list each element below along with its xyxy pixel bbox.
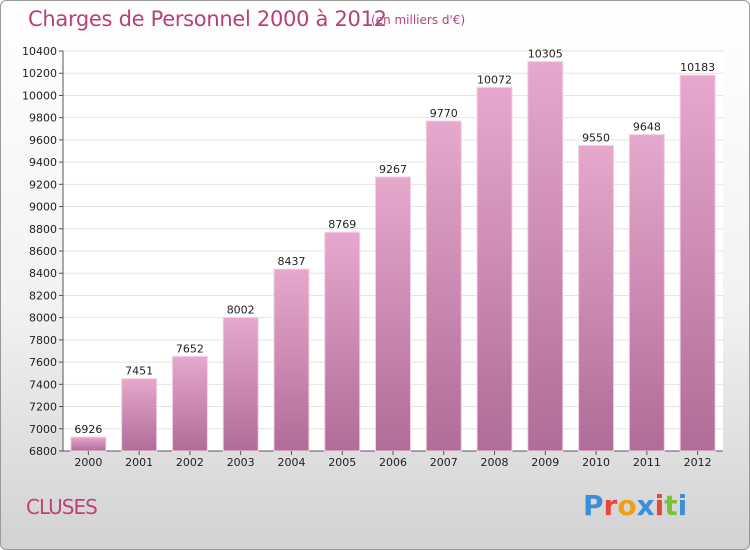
y-tick-label: 7600 [29,356,57,369]
bar [375,176,411,452]
bar [476,86,513,452]
bar [121,378,158,452]
chart-title: Charges de Personnel 2000 à 2012 [28,7,387,31]
logo-letter: P [583,489,604,522]
x-tick-label: 2004 [277,456,305,469]
x-tick-label: 2003 [227,456,255,469]
x-tick-label: 2011 [633,456,661,469]
y-tick-label: 9600 [29,134,57,147]
y-tick-label: 9400 [29,156,57,169]
bar [222,316,259,452]
x-tick-label: 2010 [582,456,610,469]
y-tick-label: 6800 [29,445,57,458]
bar-value-label: 8769 [328,218,356,231]
logo-letter: i [677,489,688,522]
y-tick-label: 7800 [29,334,57,347]
y-tick-label: 9800 [29,112,57,125]
bar-value-label: 10183 [680,61,715,74]
y-tick-label: 7400 [29,378,57,391]
bar-value-label: 7451 [125,365,153,378]
logo-letter: t [664,489,678,522]
bar-value-label: 8437 [277,255,305,268]
chart-subtitle: (en milliers d'€) [371,13,466,27]
bar [527,61,564,452]
bar [628,134,665,452]
bar-value-label: 10072 [477,73,512,86]
y-tick-label: 9000 [29,201,57,214]
x-tick-label: 2009 [531,456,559,469]
logo-letter: o [617,489,637,522]
bar [70,436,107,452]
bar-value-label: 9770 [430,107,458,120]
bar [679,74,716,452]
y-tick-label: 10000 [22,89,57,102]
bar [273,268,310,452]
x-tick-label: 2008 [481,456,509,469]
y-tick-label: 10200 [22,67,57,80]
bar-value-label: 9550 [582,131,610,144]
bar-value-label: 9648 [633,121,661,134]
y-tick-label: 7000 [29,423,57,436]
bar-value-label: 9267 [379,163,407,176]
city-name: CLUSES [26,495,98,519]
x-tick-label: 2005 [328,456,356,469]
y-tick-label: 8600 [29,245,57,258]
x-tick-label: 2001 [125,456,153,469]
proxiti-logo: Proxiti [583,489,687,522]
bar-value-label: 7652 [176,342,204,355]
bar [425,120,462,452]
y-tick-label: 9200 [29,178,57,191]
bar-value-label: 6926 [74,423,102,436]
bar [171,355,208,452]
logo-letter: i [654,489,665,522]
y-tick-label: 10400 [22,45,57,58]
logo-letter: x [636,489,655,522]
y-tick-label: 8400 [29,267,57,280]
x-tick-label: 2006 [379,456,407,469]
x-tick-label: 2002 [176,456,204,469]
bar-value-label: 8002 [227,303,255,316]
logo-letter: r [603,489,618,522]
x-tick-label: 2000 [74,456,102,469]
y-tick-label: 8200 [29,289,57,302]
y-tick-label: 8800 [29,223,57,236]
bar-value-label: 10305 [528,48,563,61]
bar [324,231,361,452]
x-tick-label: 2012 [684,456,712,469]
y-tick-label: 8000 [29,312,57,325]
x-tick-label: 2007 [430,456,458,469]
y-tick-label: 7200 [29,401,57,414]
bar [578,144,615,452]
